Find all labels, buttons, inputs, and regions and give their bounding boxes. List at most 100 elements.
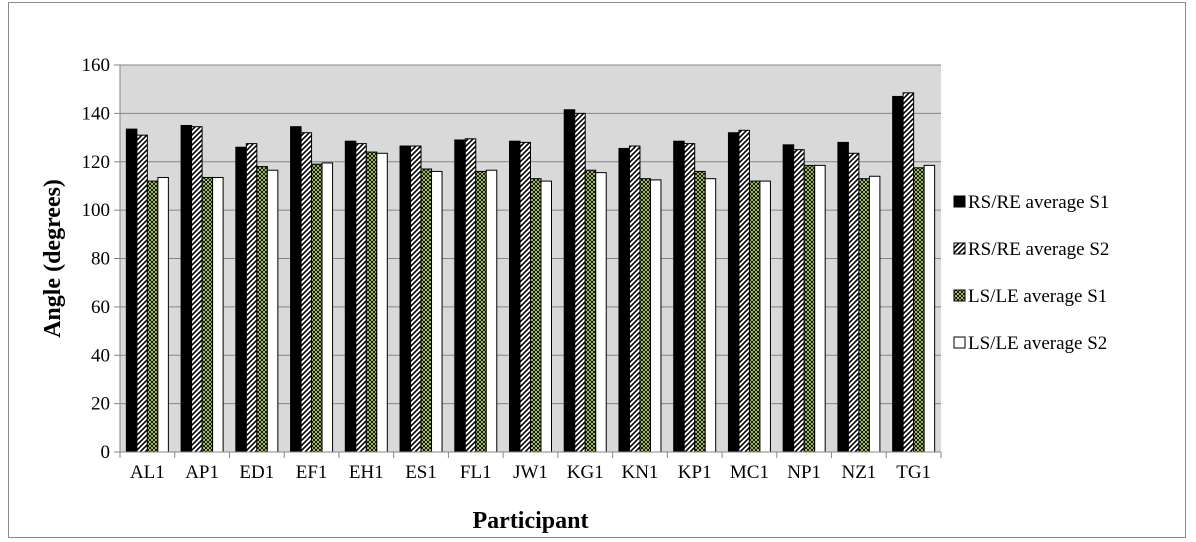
bar [738,129,750,453]
bar [759,180,771,453]
bar-chart: 0 20 40 60 80 100 120 140 160 AL1 AP1 ED1 EF1 EH1 ES1… [40,55,1109,534]
bar [464,138,477,453]
y-axis-ticks: 0 20 40 60 80 100 120 140 160 [82,55,120,463]
bar [365,151,378,453]
bar [431,170,443,453]
x-axis-ticks: AL1 AP1 ED1 EF1 EH1 ES1 FL1 JW1 KG1 KN1 KP1 MC1 NP1 N… [119,452,942,483]
bar [584,169,597,453]
bar [837,141,849,453]
x-tick-label: TG1 [896,462,931,483]
legend-label: RS/RE average S1 [968,192,1109,213]
x-tick-label: KN1 [621,462,658,483]
bar [235,146,247,453]
y-tick-label: 60 [91,297,110,318]
bar [595,172,607,453]
x-tick-label: AP1 [185,462,219,483]
chart-frame: 0 20 40 60 80 100 120 140 160 AL1 AP1 ED1 EF1 EH1 ES1… [8,2,1186,538]
y-tick-label: 40 [91,345,110,366]
bar [125,128,138,453]
bar [399,145,412,453]
x-tick-label: KP1 [678,462,712,483]
bar [475,170,487,453]
bar [628,145,641,453]
bar [814,164,826,453]
legend-label: LS/LE average S2 [968,333,1107,354]
legend-swatch [953,195,966,208]
bar [683,143,696,453]
legend-swatch [953,242,966,255]
bar [485,169,498,453]
x-tick-label: ES1 [405,462,437,483]
bar [300,132,313,453]
bar [923,164,936,453]
x-tick-label: KG1 [567,462,604,483]
bar [892,95,904,453]
bar [868,175,881,453]
x-tick-label: EF1 [296,462,328,483]
bar [913,167,925,453]
bar [321,162,334,453]
bar [136,134,148,453]
x-tick-label: MC1 [730,462,769,483]
bar [266,169,279,453]
y-tick-label: 20 [91,394,110,415]
bar [201,176,214,453]
bar [618,147,630,453]
bar [157,176,169,453]
y-tick-label: 100 [82,200,111,221]
y-tick-label: 160 [82,55,111,76]
bar [376,152,388,453]
bar [748,180,761,453]
bar [902,92,915,453]
bar [355,143,367,453]
x-tick-label: NZ1 [841,462,876,483]
bar [530,178,542,453]
y-tick-label: 80 [91,249,110,270]
y-axis-title: Angle (degrees) [40,179,66,338]
bar [540,180,552,453]
y-tick-label: 120 [82,152,111,173]
bar [245,143,258,453]
x-tick-label: NP1 [787,462,821,483]
bar [574,112,586,453]
bar [858,178,870,453]
x-tick-label: JW1 [513,462,548,483]
bar [793,149,805,453]
y-tick-label: 140 [82,103,111,124]
bar [673,140,685,453]
bar [704,178,717,453]
bar [212,176,224,453]
legend-label: LS/LE average S1 [968,286,1107,307]
legend-swatch [953,289,966,302]
legend-swatch [953,336,966,349]
bar [782,144,795,453]
bar [311,163,323,453]
bar [649,179,662,453]
bar [191,126,203,453]
bar [410,145,422,453]
x-axis-title: Participant [473,508,589,534]
bar [420,168,433,453]
bar [290,126,302,453]
bar [454,139,466,453]
bar [256,166,268,453]
bar [639,178,651,453]
x-tick-label: EH1 [349,462,384,483]
bar [563,109,576,453]
y-tick-label: 0 [101,442,111,463]
x-tick-label: AL1 [130,462,165,483]
legend-label: RS/RE average S2 [968,239,1109,260]
legend: RS/RE average S1 RS/RE average S2 LS/LE av… [953,192,1109,354]
bars [125,92,936,453]
bar [727,132,740,453]
bar [344,140,357,453]
bar [847,152,860,453]
x-tick-label: ED1 [239,462,274,483]
axes [119,65,941,453]
bar [180,124,193,453]
bar [146,180,159,453]
bar [694,170,706,453]
bar [803,164,816,453]
x-tick-label: FL1 [460,462,492,483]
bar [519,141,531,453]
